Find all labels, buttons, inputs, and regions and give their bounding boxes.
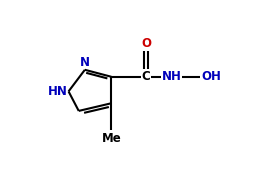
Text: N: N (80, 56, 90, 69)
Text: NH: NH (161, 70, 181, 83)
Text: O: O (141, 37, 151, 50)
Text: Me: Me (102, 132, 121, 145)
Text: OH: OH (201, 70, 221, 83)
Text: HN: HN (48, 85, 68, 98)
Text: C: C (141, 70, 150, 83)
